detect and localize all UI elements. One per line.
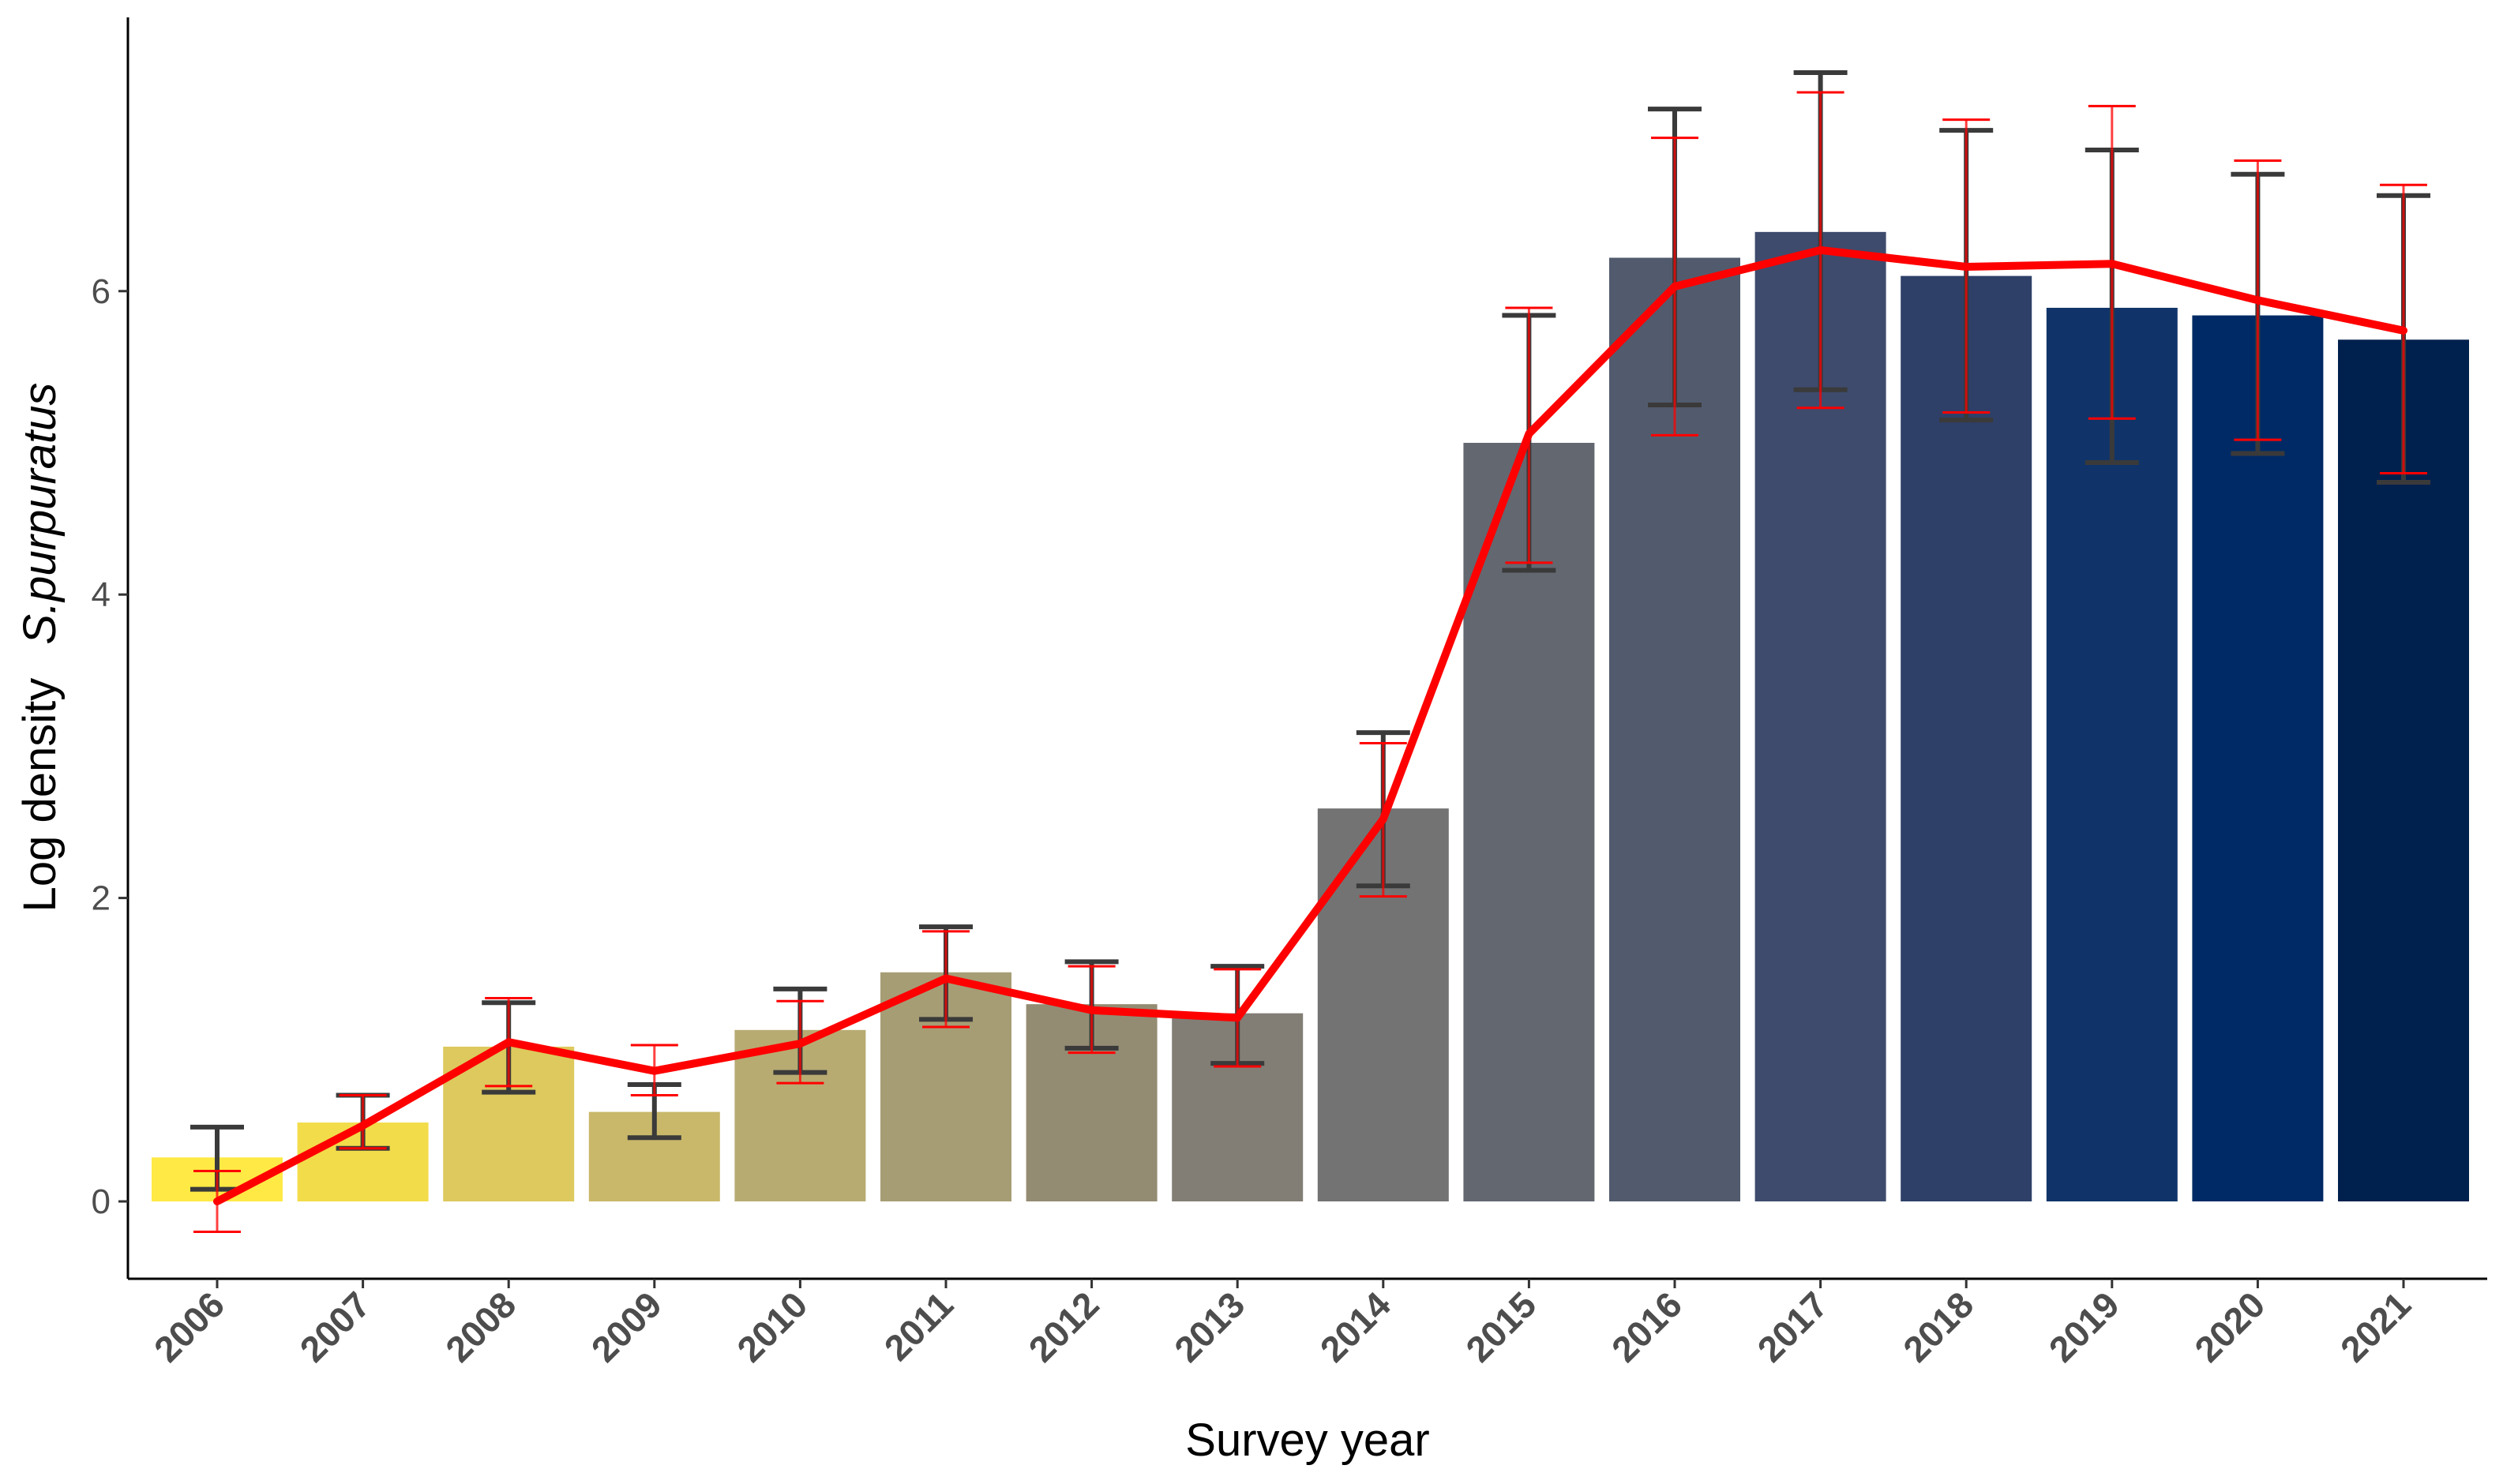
x-tick-label-2008: 2008 <box>437 1284 523 1370</box>
x-tick-label-2020: 2020 <box>2186 1284 2272 1370</box>
x-tick-label-2018: 2018 <box>1895 1284 1981 1370</box>
y-tick-label-0: 0 <box>92 1182 111 1221</box>
x-tick-label-2013: 2013 <box>1166 1284 1252 1370</box>
x-tick-label-2015: 2015 <box>1458 1284 1544 1370</box>
y-tick-label-2: 2 <box>92 879 111 918</box>
x-ticks: 2006 2007 2008 2009 2010 2011 2012 2013 2014 2015… <box>146 1279 2419 1370</box>
line-layer <box>213 245 2407 1205</box>
x-tick-label-2010: 2010 <box>729 1284 815 1370</box>
x-tick-label-2007: 2007 <box>292 1284 378 1370</box>
x-tick-label-2012: 2012 <box>1021 1284 1107 1370</box>
y-axis-title-prefix: Log density <box>14 678 66 913</box>
x-tick-label-2016: 2016 <box>1604 1284 1690 1370</box>
y-axis-title-species: S.purpuratus <box>14 383 66 645</box>
x-tick-label-2014: 2014 <box>1312 1284 1398 1370</box>
bars-layer <box>152 231 2469 1202</box>
y-axis-title: Log density S.purpuratus <box>14 383 66 913</box>
x-axis-title: Survey year <box>1185 1415 1429 1466</box>
y-tick-label-6: 6 <box>92 272 111 311</box>
y-ticks: 0 2 4 6 <box>92 272 128 1221</box>
mean-line <box>213 245 2407 1205</box>
bar-2020 <box>2192 315 2324 1201</box>
x-tick-label-2017: 2017 <box>1750 1284 1836 1370</box>
bar-2018 <box>1901 275 2032 1202</box>
x-tick-label-2019: 2019 <box>2041 1284 2127 1370</box>
x-tick-label-2006: 2006 <box>146 1284 232 1370</box>
x-tick-label-2021: 2021 <box>2332 1284 2419 1370</box>
x-tick-label-2011: 2011 <box>876 1284 961 1368</box>
x-tick-label-2009: 2009 <box>584 1284 670 1370</box>
y-tick-label-4: 4 <box>92 575 111 614</box>
